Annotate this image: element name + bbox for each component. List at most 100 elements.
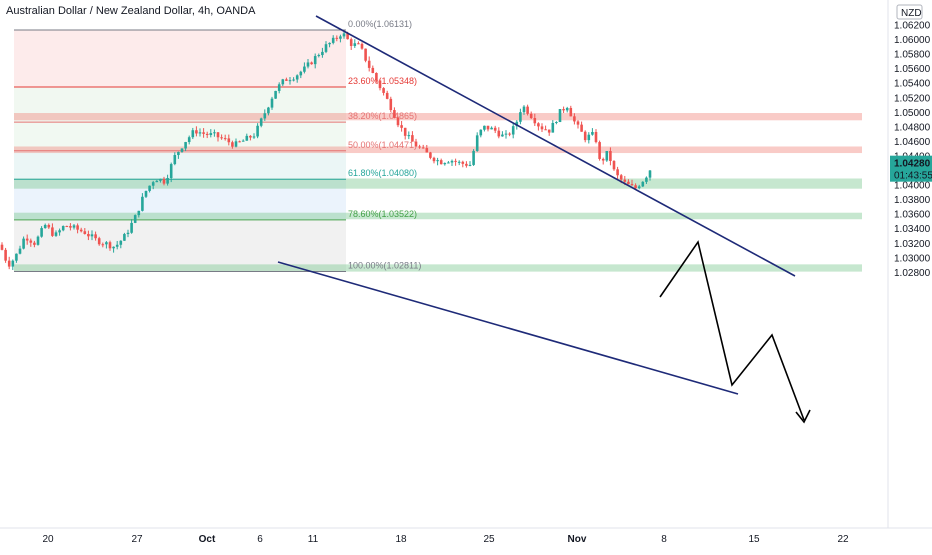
candle-body — [303, 66, 306, 72]
candle-body — [439, 160, 443, 165]
candle-body — [544, 129, 547, 131]
support-zone — [14, 264, 862, 272]
candle-body — [569, 107, 573, 117]
candle-body — [241, 140, 245, 142]
support-zone — [14, 212, 862, 220]
candle-body — [483, 125, 486, 130]
candle-body — [4, 249, 7, 261]
candle-body — [450, 160, 454, 163]
date-tick-label: 20 — [42, 534, 54, 545]
candle-body — [565, 107, 569, 111]
candle-body — [389, 98, 393, 111]
candle-body — [58, 230, 61, 233]
candle-body — [634, 185, 637, 189]
candle-body — [299, 71, 303, 76]
candle-body — [252, 136, 256, 138]
candle-body — [609, 151, 612, 162]
candle-body — [414, 141, 418, 147]
candle-body — [105, 242, 108, 245]
price-tick-label: 1.04000 — [894, 181, 931, 192]
candle-body — [349, 39, 353, 46]
price-tick-label: 1.05600 — [894, 64, 931, 75]
candle-body — [515, 121, 519, 127]
candle-body — [249, 135, 252, 138]
fib-band — [14, 30, 346, 87]
candle-body — [234, 141, 238, 147]
candle-body — [594, 132, 598, 143]
candle-body — [195, 130, 198, 134]
candle-body — [630, 184, 634, 186]
candle-body — [288, 80, 292, 82]
fib-level-label: 61.80%(1.04080) — [348, 168, 417, 178]
candle-body — [367, 60, 371, 68]
candle-body — [475, 135, 479, 151]
candle-body — [612, 161, 616, 170]
candle-body — [126, 232, 130, 235]
chart-title: Australian Dollar / New Zealand Dollar, … — [6, 5, 256, 17]
date-tick-label: Oct — [199, 534, 216, 545]
candle-body — [205, 133, 209, 135]
fib-level-label: 100.00%(1.02811) — [348, 261, 421, 271]
candle-body — [133, 215, 137, 223]
candle-body — [490, 127, 493, 130]
price-tick-label: 1.05400 — [894, 79, 931, 90]
candle-body — [382, 88, 385, 93]
candle-body — [375, 72, 378, 81]
candle-body — [177, 151, 180, 156]
candle-body — [317, 55, 321, 57]
candle-body — [15, 253, 18, 261]
candle-body — [231, 142, 234, 147]
lower-trendline — [277, 261, 739, 395]
candle-body — [144, 190, 148, 197]
price-tick-label: 1.03400 — [894, 224, 931, 235]
candle-body — [576, 121, 580, 125]
candle-body — [173, 155, 177, 165]
candle-body — [619, 175, 623, 180]
candle-body — [583, 131, 587, 141]
projection-arrowhead — [795, 409, 811, 424]
candle-body — [429, 152, 432, 158]
candle-body — [562, 109, 565, 111]
current-price-value: 1.04280 — [894, 159, 931, 170]
candle-body — [87, 233, 90, 237]
candle-body — [25, 238, 29, 241]
candle-body — [0, 244, 4, 250]
date-tick-label: 11 — [308, 534, 319, 545]
price-tick-label: 1.05200 — [894, 93, 931, 104]
candle-body — [33, 242, 36, 245]
candle-body — [11, 260, 15, 267]
candle-body — [508, 133, 511, 135]
currency-badge[interactable] — [896, 4, 923, 20]
date-tick-label: 22 — [837, 534, 849, 545]
candle-body — [7, 260, 11, 267]
candle-body — [479, 129, 483, 136]
projection-path — [659, 240, 805, 421]
candle-body — [558, 109, 562, 123]
candle-body — [605, 151, 609, 161]
candle-body — [227, 138, 231, 143]
candle-body — [155, 180, 159, 183]
candle-body — [270, 98, 274, 108]
candle-body — [493, 127, 497, 131]
candle-body — [418, 146, 421, 148]
candle-body — [162, 178, 166, 184]
candle-body — [151, 182, 155, 186]
candle-body — [342, 33, 346, 37]
candle-body — [187, 137, 191, 143]
candle-body — [97, 238, 101, 245]
candle-body — [465, 163, 468, 166]
candle-body — [504, 133, 508, 135]
candle-body — [180, 148, 184, 152]
candle-body — [623, 179, 627, 182]
candle-body — [522, 106, 526, 113]
candle-body — [403, 127, 407, 136]
candle-body — [396, 117, 400, 126]
candle-body — [112, 246, 115, 249]
candle-body — [141, 196, 144, 211]
candle-body — [328, 42, 331, 45]
candle-body — [461, 161, 465, 164]
candle-body — [209, 133, 213, 135]
price-tick-label: 1.05000 — [894, 108, 931, 119]
